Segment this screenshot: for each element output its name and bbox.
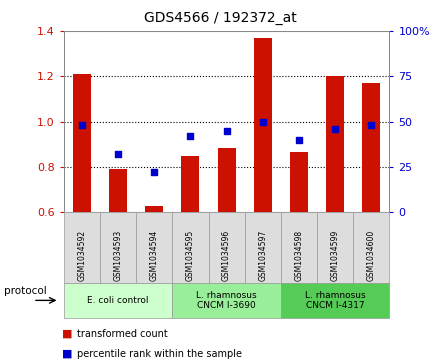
Point xyxy=(332,126,339,132)
Point xyxy=(78,122,85,128)
Text: percentile rank within the sample: percentile rank within the sample xyxy=(77,349,242,359)
Text: GSM1034599: GSM1034599 xyxy=(330,230,340,281)
Bar xyxy=(109,169,127,212)
Text: GSM1034600: GSM1034600 xyxy=(367,230,376,281)
Text: ■: ■ xyxy=(62,349,72,359)
Text: GSM1034595: GSM1034595 xyxy=(186,230,195,281)
Text: GSM1034593: GSM1034593 xyxy=(114,230,123,281)
Point xyxy=(223,128,230,134)
Text: GSM1034594: GSM1034594 xyxy=(150,230,159,281)
Text: GSM1034597: GSM1034597 xyxy=(258,230,267,281)
Text: GDS4566 / 192372_at: GDS4566 / 192372_at xyxy=(143,11,297,25)
Text: protocol: protocol xyxy=(4,286,47,296)
Point xyxy=(114,151,121,157)
Text: L. rhamnosus
CNCM I-4317: L. rhamnosus CNCM I-4317 xyxy=(305,291,366,310)
Text: GSM1034596: GSM1034596 xyxy=(222,230,231,281)
Point xyxy=(151,170,158,175)
Bar xyxy=(181,156,199,212)
Text: transformed count: transformed count xyxy=(77,329,168,339)
Point xyxy=(259,119,266,125)
Bar xyxy=(145,205,163,212)
Bar xyxy=(217,148,236,212)
Point xyxy=(368,122,375,128)
Text: ■: ■ xyxy=(62,329,72,339)
Point xyxy=(295,137,302,143)
Text: GSM1034592: GSM1034592 xyxy=(77,230,86,281)
Bar xyxy=(290,152,308,212)
Bar xyxy=(73,74,91,212)
Text: L. rhamnosus
CNCM I-3690: L. rhamnosus CNCM I-3690 xyxy=(196,291,257,310)
Text: E. coli control: E. coli control xyxy=(87,296,149,305)
Point xyxy=(187,133,194,139)
Bar xyxy=(362,83,380,212)
Bar xyxy=(326,76,344,212)
Text: GSM1034598: GSM1034598 xyxy=(294,230,304,281)
Bar xyxy=(254,38,272,212)
